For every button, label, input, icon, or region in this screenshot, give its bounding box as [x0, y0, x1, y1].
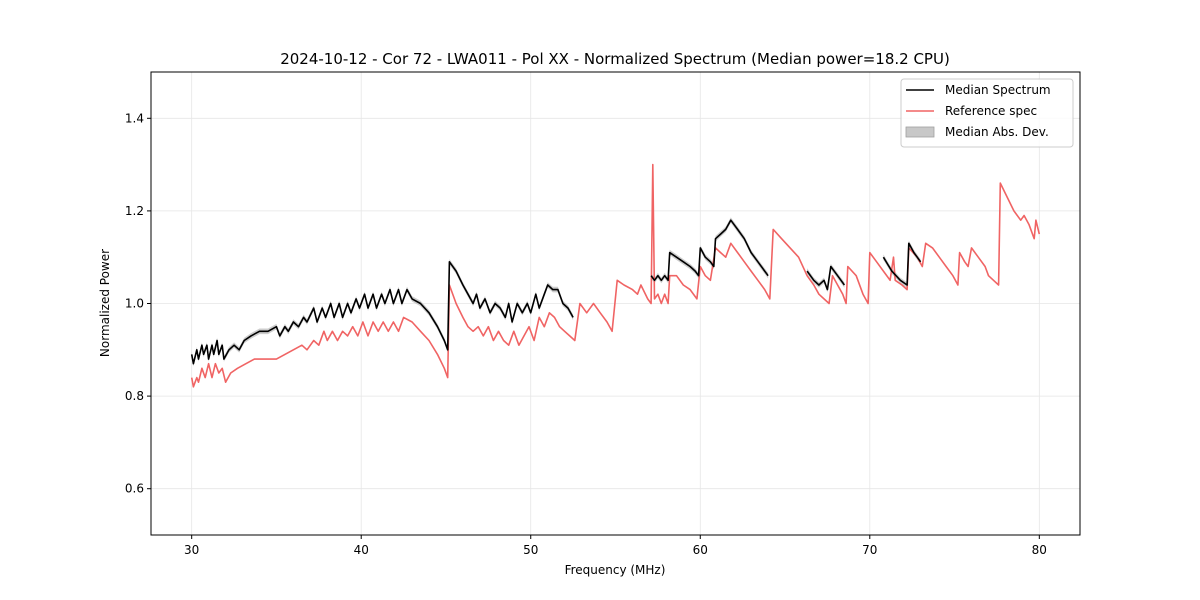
- legend: Median Spectrum Reference spec Median Ab…: [900, 78, 1074, 148]
- legend-median-label: Median Spectrum: [945, 83, 1051, 97]
- y-axis-ticks: 0.6 0.8 1.0 1.2 1.4: [125, 111, 151, 496]
- y-tick-label: 1.0: [125, 297, 144, 311]
- median-spectrum-line: [806, 265, 846, 291]
- median-spectrum-line: [650, 219, 769, 282]
- x-tick-label: 70: [862, 543, 877, 557]
- chart-title: 2024-10-12 - Cor 72 - LWA011 - Pol XX - …: [280, 50, 950, 68]
- x-axis-label: Frequency (MHz): [565, 563, 666, 577]
- median-spectrum-line: [882, 242, 922, 286]
- x-tick-label: 50: [523, 543, 538, 557]
- median-spectrum-series: [190, 219, 922, 365]
- legend-mad-label: Median Abs. Dev.: [945, 125, 1049, 139]
- y-axis-label: Normalized Power: [98, 249, 112, 357]
- legend-box: [900, 78, 1074, 148]
- median-spectrum-line: [190, 261, 574, 365]
- y-tick-label: 0.8: [125, 389, 144, 403]
- x-tick-label: 80: [1032, 543, 1047, 557]
- y-tick-label: 1.4: [125, 111, 144, 125]
- legend-mad-swatch: [905, 126, 935, 138]
- mad-band-series: [191, 217, 921, 367]
- y-tick-label: 0.6: [125, 482, 144, 496]
- x-tick-label: 60: [693, 543, 708, 557]
- x-axis-ticks: 30 40 50 60 70 80: [184, 535, 1047, 557]
- y-tick-label: 1.2: [125, 204, 144, 218]
- legend-reference-label: Reference spec: [945, 104, 1037, 118]
- mad-band-segment: [651, 217, 769, 284]
- mad-band-segment: [807, 263, 845, 293]
- x-tick-label: 30: [184, 543, 199, 557]
- x-tick-label: 40: [354, 543, 369, 557]
